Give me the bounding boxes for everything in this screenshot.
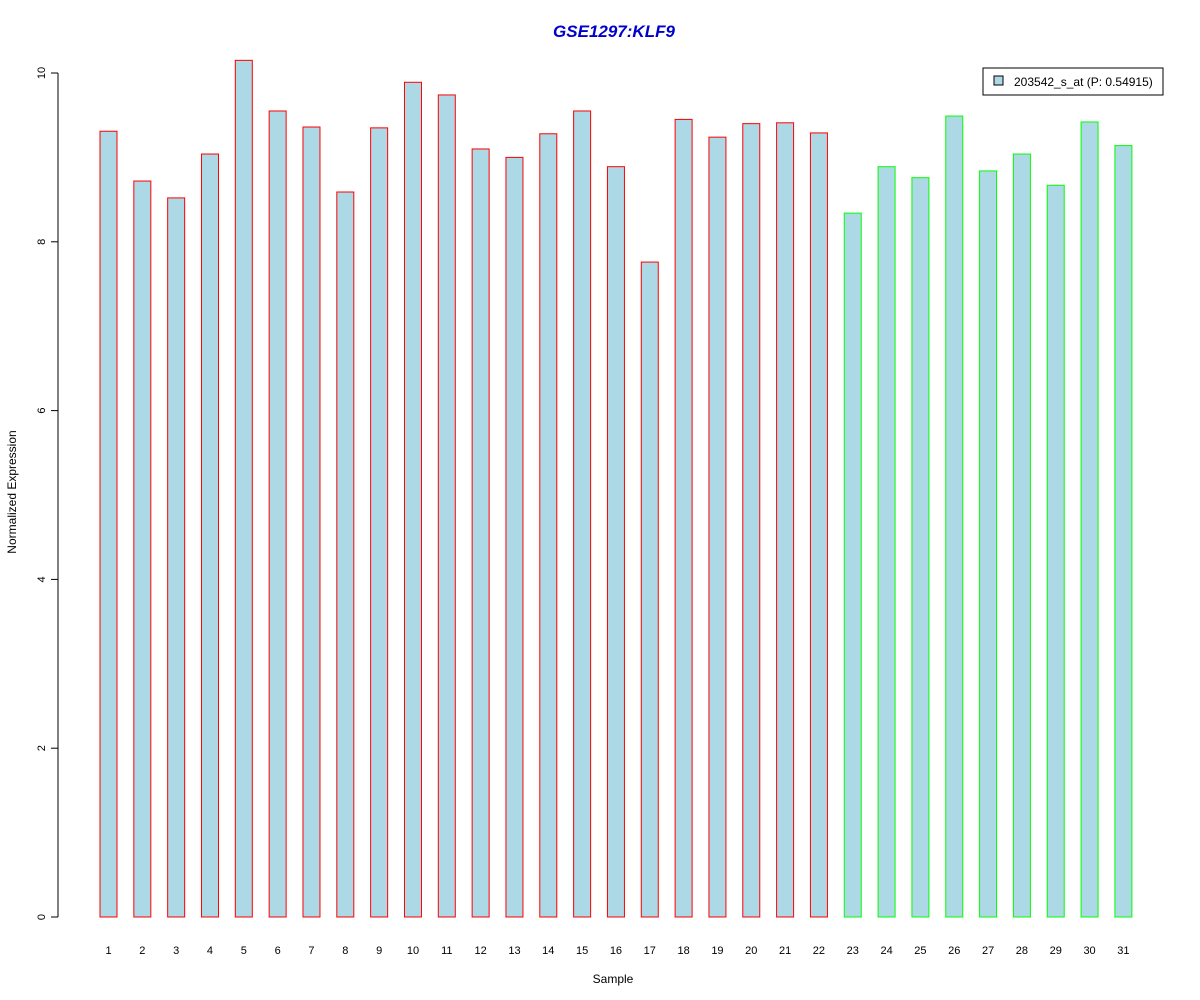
x-tick-label: 10 (407, 945, 419, 957)
x-tick-label: 19 (711, 945, 723, 957)
bar (674, 118, 693, 918)
bar (911, 177, 930, 918)
bar (437, 94, 456, 918)
x-tick-label: 18 (677, 945, 689, 957)
x-tick-label: 13 (508, 945, 520, 957)
legend-label: 203542_s_at (P: 0.54915) (1014, 75, 1153, 89)
x-tick-label: 23 (847, 945, 859, 957)
legend-swatch (993, 75, 1004, 86)
bar (539, 133, 558, 918)
bar (268, 110, 287, 918)
x-tick-label: 24 (880, 945, 892, 957)
bar (776, 122, 795, 918)
x-tick-label: 9 (376, 945, 382, 957)
x-tick-label: 31 (1117, 945, 1129, 957)
bar (945, 115, 964, 918)
x-tick-label: 26 (948, 945, 960, 957)
y-tick-label: 10 (36, 67, 48, 79)
bar (471, 148, 490, 918)
x-tick-label: 7 (308, 945, 314, 957)
x-tick-label: 28 (1016, 945, 1028, 957)
x-tick-label: 2 (139, 945, 145, 957)
bar (505, 156, 524, 918)
x-tick-labels: 1 2 3 4 5 6 7 8 9 10 11 12 13 14 15 16 17 18 19 20 21 22 23 24 2… (105, 945, 1129, 957)
y-tick-label: 4 (36, 576, 48, 582)
chart-title: GSE1297:KLF9 (553, 22, 675, 41)
bar (234, 59, 253, 918)
bar (1114, 145, 1133, 918)
bar (742, 123, 761, 918)
x-axis-label: Sample (593, 972, 634, 986)
x-tick-label: 16 (610, 945, 622, 957)
y-tick-label: 2 (36, 745, 48, 751)
bar (606, 166, 625, 918)
x-tick-label: 29 (1050, 945, 1062, 957)
x-tick-label: 3 (173, 945, 179, 957)
bar (133, 180, 152, 918)
bar (99, 130, 118, 918)
bar (167, 197, 186, 918)
x-tick-label: 8 (342, 945, 348, 957)
bar (573, 110, 592, 918)
legend-box (982, 67, 1164, 96)
bar (979, 170, 998, 918)
y-tick-label: 6 (36, 408, 48, 414)
x-tick-label: 22 (813, 945, 825, 957)
bar (640, 261, 659, 918)
bar (708, 136, 727, 918)
bar (403, 81, 422, 918)
bar (302, 126, 321, 918)
x-tick-label: 5 (241, 945, 247, 957)
x-tick-label: 17 (644, 945, 656, 957)
bar (843, 212, 862, 918)
x-tick-label: 14 (542, 945, 554, 957)
legend: 203542_s_at (P: 0.54915) (982, 67, 1164, 96)
bar (809, 132, 828, 918)
bar (200, 153, 219, 918)
bar (1046, 184, 1065, 918)
bar (1012, 153, 1031, 918)
x-tick-label: 25 (914, 945, 926, 957)
x-tick-label: 11 (441, 945, 452, 957)
x-tick-label: 27 (982, 945, 994, 957)
bar (1080, 121, 1099, 918)
x-tick-label: 4 (207, 945, 213, 957)
y-axis: 0 2 4 6 8 10 (36, 67, 59, 920)
bars (99, 59, 1133, 918)
x-tick-label: 30 (1083, 945, 1095, 957)
bar (336, 191, 355, 918)
y-tick-label: 8 (36, 239, 48, 245)
x-tick-label: 15 (576, 945, 588, 957)
y-axis-label: Normalized Expression (5, 430, 19, 553)
x-tick-label: 20 (745, 945, 757, 957)
y-tick-label: 0 (36, 914, 48, 920)
x-tick-label: 21 (779, 945, 791, 957)
bar (877, 166, 896, 918)
x-tick-label: 1 (105, 945, 111, 957)
x-tick-label: 6 (275, 945, 281, 957)
x-tick-label: 12 (475, 945, 487, 957)
bar (370, 127, 389, 918)
